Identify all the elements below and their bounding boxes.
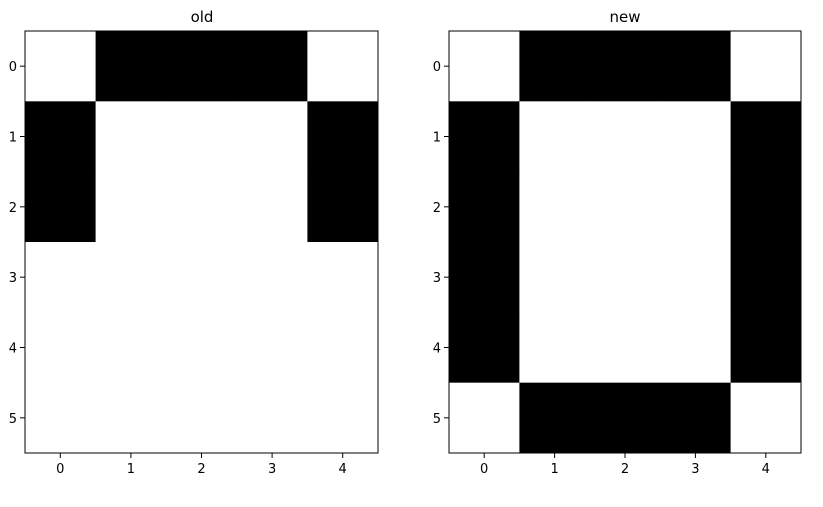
heatmap-cell xyxy=(730,101,802,173)
heatmap-cell xyxy=(95,31,167,102)
x-tick-label: 2 xyxy=(621,462,629,477)
y-tick-label: 3 xyxy=(9,271,17,286)
heatmap-cell xyxy=(307,312,379,384)
heatmap-cell xyxy=(95,312,167,384)
y-tick-label: 4 xyxy=(9,342,17,357)
x-tick-label: 4 xyxy=(339,462,347,477)
y-tick-label: 4 xyxy=(433,342,441,357)
x-tick-label: 0 xyxy=(480,462,488,477)
y-tick-label: 5 xyxy=(9,412,17,427)
heatmap-cell xyxy=(236,171,308,243)
heatmap-cell xyxy=(519,242,591,313)
y-tick-label: 1 xyxy=(433,131,441,146)
heatmap-cell xyxy=(236,101,308,173)
y-tick-label: 3 xyxy=(433,271,441,286)
heatmap-cell xyxy=(519,312,591,384)
y-tick-label: 0 xyxy=(9,60,17,75)
panel-old: old 0 1 2 3 4 0 1 2 3 4 5 xyxy=(9,8,379,477)
x-tick-label: 4 xyxy=(762,462,770,477)
heatmap-cell xyxy=(660,171,731,243)
x-tick-label: 3 xyxy=(268,462,276,477)
heatmap-cell xyxy=(95,101,167,173)
heatmap-cell xyxy=(589,101,661,173)
heatmap-cell xyxy=(95,382,167,454)
heatmap-cell xyxy=(166,242,238,313)
heatmap-cell xyxy=(449,242,520,313)
x-tick-label: 3 xyxy=(691,462,699,477)
heatmap-cell xyxy=(449,31,520,102)
heatmap-cell xyxy=(589,31,661,102)
panel-title: old xyxy=(191,8,214,26)
heatmap-cell xyxy=(25,171,96,243)
heatmap-cell xyxy=(449,312,520,384)
heatmap-cell xyxy=(589,382,661,454)
heatmap-cell xyxy=(449,382,520,454)
panel-new: new 0 1 2 3 4 0 1 2 3 4 5 xyxy=(433,8,802,477)
x-tick-label: 1 xyxy=(550,462,558,477)
heatmap-cell xyxy=(166,312,238,384)
heatmap-cell xyxy=(25,31,96,102)
heatmap-cell xyxy=(236,312,308,384)
heatmap-cell xyxy=(25,312,96,384)
y-tick-label: 0 xyxy=(433,60,441,75)
heatmap-cell xyxy=(25,242,96,313)
heatmap-cell xyxy=(166,31,238,102)
heatmap-cell xyxy=(307,382,379,454)
heatmap-cell xyxy=(730,242,802,313)
heatmap-cell xyxy=(307,31,379,102)
x-tick-label: 1 xyxy=(127,462,135,477)
y-tick-label: 5 xyxy=(433,412,441,427)
y-axis-ticks: 0 1 2 3 4 5 xyxy=(433,60,449,427)
heatmap-cell xyxy=(589,171,661,243)
panel-title: new xyxy=(609,8,640,26)
heatmap-cell xyxy=(449,171,520,243)
y-tick-label: 2 xyxy=(433,201,441,216)
heatmap-cell xyxy=(660,382,731,454)
heatmap-cells xyxy=(25,31,379,454)
heatmap-cell xyxy=(519,101,591,173)
heatmap-cell xyxy=(660,312,731,384)
heatmap-cell xyxy=(166,171,238,243)
y-tick-label: 1 xyxy=(9,131,17,146)
y-tick-label: 2 xyxy=(9,201,17,216)
heatmap-cell xyxy=(730,31,802,102)
heatmap-cell xyxy=(236,242,308,313)
heatmap-cell xyxy=(25,101,96,173)
heatmap-cell xyxy=(307,171,379,243)
x-axis-ticks: 0 1 2 3 4 xyxy=(480,453,770,477)
heatmap-cell xyxy=(660,101,731,173)
heatmap-cell xyxy=(730,382,802,454)
heatmap-cell xyxy=(166,382,238,454)
heatmap-cell xyxy=(589,312,661,384)
heatmap-cell xyxy=(519,382,591,454)
heatmap-cell xyxy=(307,101,379,173)
heatmap-cell xyxy=(519,171,591,243)
heatmap-cell xyxy=(730,171,802,243)
heatmap-cell xyxy=(166,101,238,173)
heatmap-cell xyxy=(519,31,591,102)
heatmap-cell xyxy=(730,312,802,384)
heatmap-cell xyxy=(307,242,379,313)
y-axis-ticks: 0 1 2 3 4 5 xyxy=(9,60,25,427)
heatmap-cell xyxy=(95,171,167,243)
heatmap-cells xyxy=(449,31,802,454)
x-tick-label: 2 xyxy=(197,462,205,477)
heatmap-cell xyxy=(449,101,520,173)
heatmap-cell xyxy=(660,31,731,102)
heatmap-cell xyxy=(95,242,167,313)
x-tick-label: 0 xyxy=(56,462,64,477)
x-axis-ticks: 0 1 2 3 4 xyxy=(56,453,347,477)
heatmap-cell xyxy=(236,31,308,102)
heatmap-cell xyxy=(589,242,661,313)
heatmap-cell xyxy=(660,242,731,313)
heatmap-cell xyxy=(236,382,308,454)
heatmap-cell xyxy=(25,382,96,454)
